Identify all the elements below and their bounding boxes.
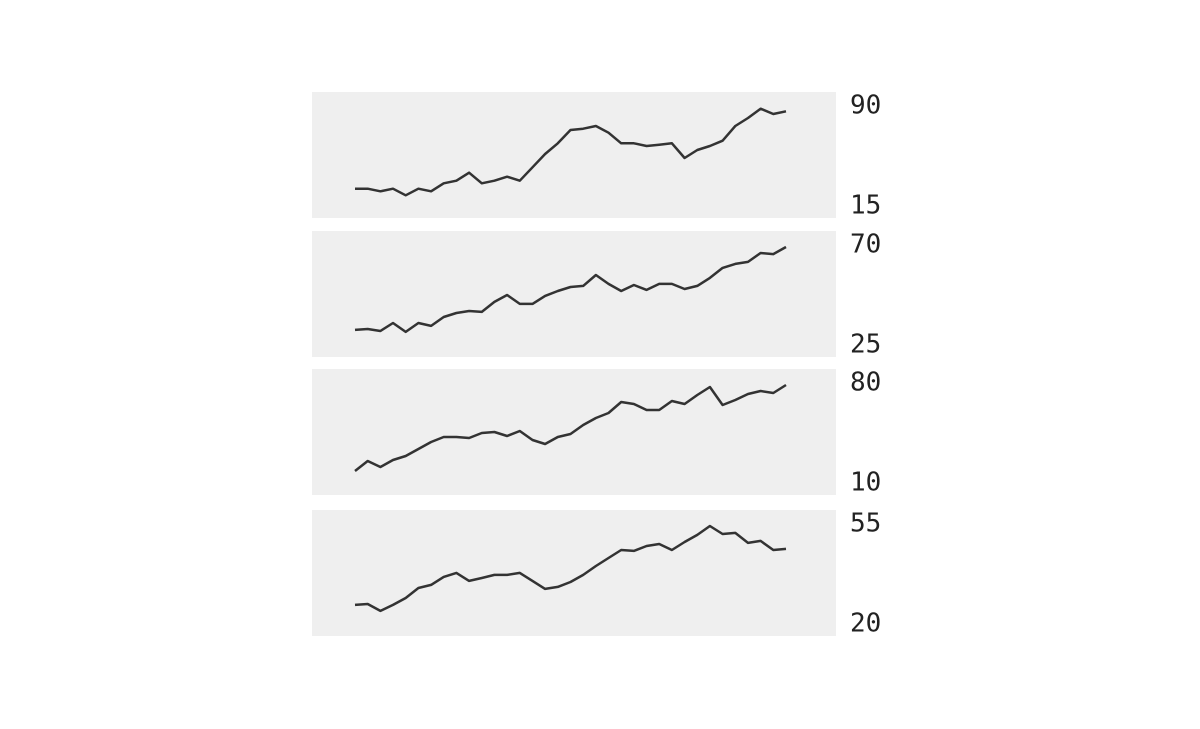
sparkline	[354, 383, 787, 472]
y-tick-label: 55	[850, 509, 881, 539]
y-tick-label: 90	[850, 91, 881, 121]
y-tick-label: 20	[850, 609, 881, 639]
panel	[312, 510, 836, 636]
sparkline	[355, 107, 787, 197]
sparkline	[354, 524, 787, 613]
panel	[312, 231, 836, 357]
y-tick-label: 80	[850, 368, 881, 398]
y-tick-label: 25	[850, 330, 881, 360]
panel	[312, 92, 836, 218]
y-tick-label: 10	[850, 468, 881, 498]
y-tick-label: 70	[850, 230, 881, 260]
sparkline	[354, 245, 787, 334]
y-tick-label: 15	[850, 191, 881, 221]
